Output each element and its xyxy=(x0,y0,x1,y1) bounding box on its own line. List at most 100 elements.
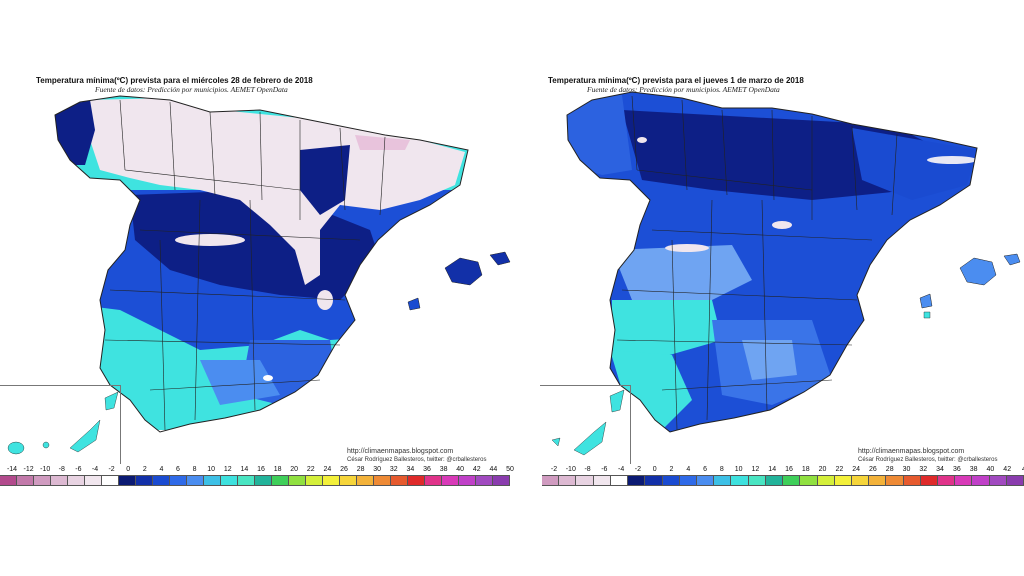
legend-tick-label: 30 xyxy=(373,466,382,473)
legend-tick-label: 14 xyxy=(768,466,777,473)
legend-tick-label: -6 xyxy=(601,466,608,473)
legend-labels: -14 -12 -10 -8 -6 -4 -2 0 2 4 6 8 10 12 14 16 18 20 22 24 26… xyxy=(0,466,530,475)
legend-tick-label: 6 xyxy=(703,466,708,473)
legend-swatch xyxy=(238,476,255,485)
legend-tick-label: 4 xyxy=(686,466,691,473)
legend-swatch xyxy=(559,476,577,485)
legend-tick-label: 42 xyxy=(1003,466,1012,473)
legend-labels: -2 -10 -8 -6 -4 -2 0 2 4 6 8 10 12 14 16 18 20 22 24 26 28 30… xyxy=(542,466,1024,475)
legend-tick-label: -8 xyxy=(584,466,591,473)
color-legend xyxy=(542,475,1024,486)
legend-swatch xyxy=(289,476,306,485)
legend-tick-label: 32 xyxy=(919,466,928,473)
legend-tick-label: -4 xyxy=(618,466,625,473)
legend-swatch xyxy=(542,476,560,485)
province-borders-left xyxy=(54,95,469,433)
legend-tick-label: 24 xyxy=(852,466,861,473)
legend-swatch xyxy=(886,476,904,485)
map-title: Temperatura mínima(ºC) prevista para el … xyxy=(548,76,804,85)
legend-tick-label: 22 xyxy=(306,466,315,473)
legend-swatch xyxy=(136,476,153,485)
legend-swatch xyxy=(102,476,119,485)
legend-tick-label: 12 xyxy=(223,466,232,473)
legend-swatch xyxy=(989,476,1007,485)
legend-swatch xyxy=(1006,476,1024,485)
legend-swatch xyxy=(17,476,34,485)
legend-swatch xyxy=(955,476,973,485)
legend-tick-label: 16 xyxy=(257,466,265,473)
legend-tick-label: 4 xyxy=(1022,466,1024,473)
credit-url: http://climaenmapas.blogspot.com xyxy=(347,448,454,455)
legend-swatch xyxy=(153,476,170,485)
canary-inset-frame xyxy=(0,385,121,464)
legend-swatch xyxy=(68,476,85,485)
legend-swatch xyxy=(85,476,102,485)
legend-tick-label: 34 xyxy=(936,466,944,473)
color-legend xyxy=(0,475,510,486)
legend-tick-label: -10 xyxy=(40,466,51,473)
legend-tick-label: 8 xyxy=(719,466,724,473)
legend-swatch xyxy=(34,476,51,485)
map-panel-mar-1: Temperatura mínima(ºC) prevista para el … xyxy=(512,0,1024,576)
canary-islands-left xyxy=(7,391,119,455)
temperature-map-feb-28 xyxy=(7,95,511,455)
legend-tick-label: 36 xyxy=(952,466,961,473)
legend-tick-label: 32 xyxy=(389,466,398,473)
legend-tick-label: 28 xyxy=(356,466,365,473)
map-subtitle: Fuente de datos: Predicción por municipi… xyxy=(95,85,288,94)
legend-tick-label: 40 xyxy=(456,466,465,473)
credit-author: César Rodríguez Ballesteros, twitter: @c… xyxy=(347,457,487,463)
credit-author: César Rodríguez Ballesteros, twitter: @c… xyxy=(858,457,998,463)
legend-swatch xyxy=(272,476,289,485)
legend-swatch xyxy=(765,476,784,485)
legend-swatch xyxy=(628,476,646,485)
legend-swatch xyxy=(374,476,391,485)
legend-swatch xyxy=(851,476,870,485)
legend-swatch xyxy=(476,476,493,485)
legend-swatch xyxy=(255,476,272,485)
legend-swatch xyxy=(938,476,956,485)
legend-swatch xyxy=(783,476,801,485)
legend-tick-label: 10 xyxy=(207,466,216,473)
legend-tick-label: 12 xyxy=(751,466,760,473)
legend-swatch xyxy=(869,476,887,485)
legend-tick-label: 26 xyxy=(869,466,877,473)
legend-swatch xyxy=(748,476,766,485)
legend-swatch xyxy=(408,476,425,485)
legend-swatch xyxy=(696,476,715,485)
legend-tick-label: 30 xyxy=(902,466,911,473)
temperature-map-mar-1 xyxy=(551,91,1021,456)
province-borders-right xyxy=(566,91,978,433)
legend-tick-label: 18 xyxy=(801,466,810,473)
legend-swatch xyxy=(204,476,221,485)
balearic-islands-right xyxy=(919,253,1021,319)
balearic-islands-left xyxy=(407,251,511,311)
legend-tick-label: 42 xyxy=(472,466,481,473)
legend-swatch xyxy=(903,476,921,485)
legend-swatch xyxy=(800,476,818,485)
legend-swatch xyxy=(119,476,136,485)
legend-tick-label: -12 xyxy=(23,466,34,473)
legend-swatch xyxy=(662,476,680,485)
legend-tick-label: 26 xyxy=(340,466,348,473)
legend-tick-label: 16 xyxy=(785,466,793,473)
legend-tick-label: 14 xyxy=(240,466,249,473)
legend-swatch xyxy=(610,476,629,485)
legend-swatch xyxy=(593,476,611,485)
legend-swatch xyxy=(340,476,357,485)
legend-tick-label: 24 xyxy=(323,466,332,473)
legend-tick-label: 18 xyxy=(273,466,282,473)
legend-tick-label: 10 xyxy=(734,466,743,473)
legend-tick-label: 38 xyxy=(969,466,978,473)
legend-swatch xyxy=(459,476,476,485)
legend-tick-label: -2 xyxy=(550,466,558,473)
legend-tick-label: 22 xyxy=(835,466,844,473)
legend-swatch xyxy=(357,476,374,485)
legend-tick-label: -2 xyxy=(634,466,642,473)
legend-swatch xyxy=(51,476,68,485)
legend-tick-label: 4 xyxy=(159,466,164,473)
legend-tick-label: -2 xyxy=(108,466,115,473)
legend-tick-label: -14 xyxy=(6,466,18,473)
legend-tick-label: 8 xyxy=(192,466,197,473)
legend-swatch xyxy=(645,476,663,485)
